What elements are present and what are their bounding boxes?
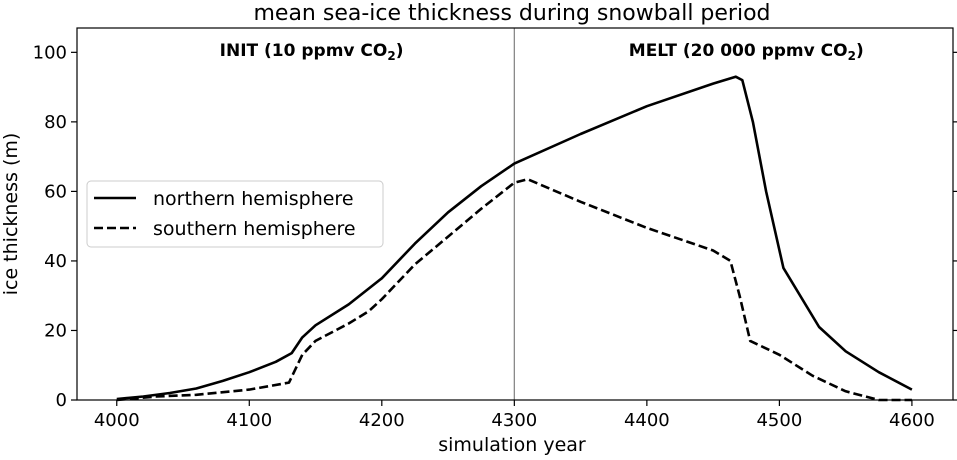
y-tick-label: 80 — [44, 112, 67, 133]
y-tick-label: 0 — [56, 390, 67, 411]
y-axis-label: ice thickness (m) — [0, 133, 22, 296]
legend-box — [86, 180, 384, 248]
period-label-init: INIT (10 ppmv CO2) — [220, 41, 404, 63]
series-line-northern — [116, 75, 913, 401]
x-tick-label: 4300 — [491, 410, 537, 431]
legend: northern hemisphere southern hemisphere — [86, 180, 384, 248]
x-tick-label: 4400 — [624, 410, 670, 431]
x-tick-label: 4000 — [94, 410, 140, 431]
y-tick-label: 100 — [33, 42, 67, 63]
chart-title: mean sea-ice thickness during snowball p… — [253, 1, 770, 26]
legend-label: northern hemisphere — [153, 188, 354, 210]
x-tick-label: 4200 — [359, 410, 405, 431]
y-tick-label: 40 — [44, 251, 67, 272]
y-tick-label: 60 — [44, 181, 67, 202]
x-tick-label: 4600 — [889, 410, 935, 431]
legend-label: southern hemisphere — [153, 218, 356, 240]
x-tick-label: 4100 — [226, 410, 272, 431]
period-label-melt: MELT (20 000 ppmv CO2) — [629, 41, 864, 63]
x-axis-label: simulation year — [438, 434, 586, 456]
plot-frame — [76, 27, 954, 401]
series-line-southern — [116, 177, 912, 402]
x-tick-label: 4500 — [756, 410, 802, 431]
y-tick-label: 20 — [44, 320, 67, 341]
